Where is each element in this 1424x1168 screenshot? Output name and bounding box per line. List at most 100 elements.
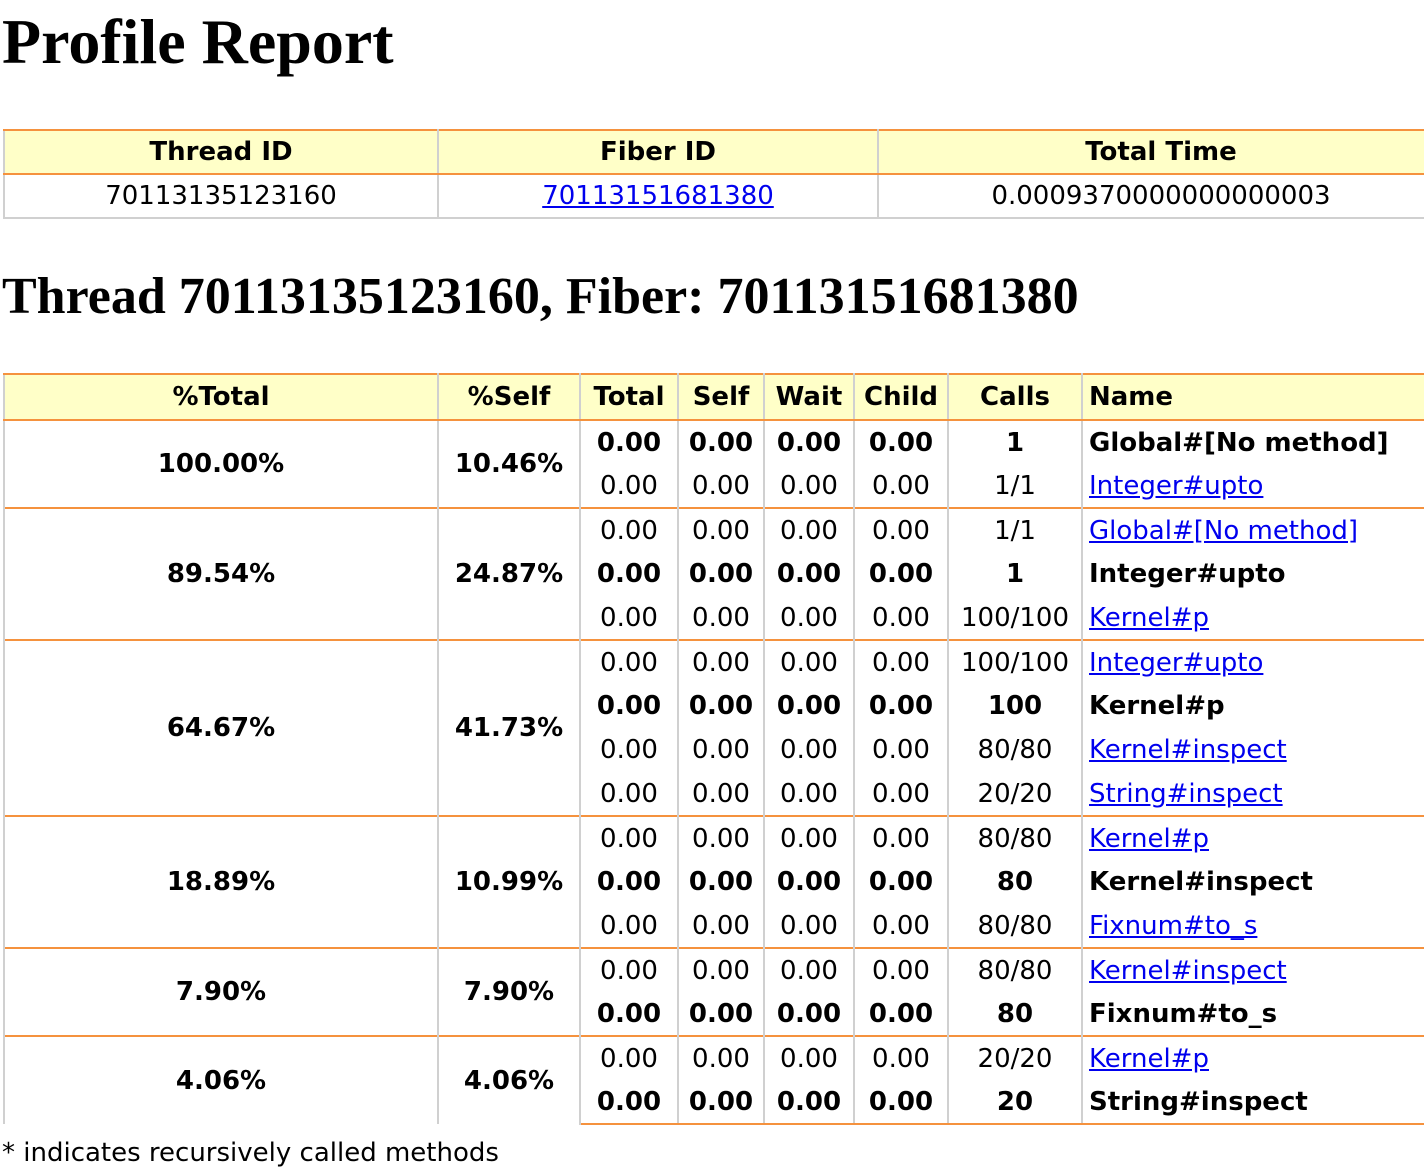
summary-row: 70113135123160 70113151681380 0.00093700… <box>3 174 1424 219</box>
calls-header: Calls <box>947 373 1083 421</box>
total-time-header: Total Time <box>877 129 1424 175</box>
method-link[interactable]: Integer#upto <box>1089 647 1264 678</box>
method-link[interactable]: Global#[No method] <box>1089 515 1359 546</box>
self-cell: 0.00 <box>677 815 765 860</box>
child-cell: 0.00 <box>853 904 949 948</box>
wait-cell: 0.00 <box>763 992 855 1036</box>
name-cell: Kernel#p <box>1081 684 1424 728</box>
total-cell: 0.00 <box>579 772 679 816</box>
pct-total-cell: 64.67% <box>3 639 439 816</box>
name-cell: Kernel#p <box>1081 815 1424 860</box>
name-cell: Fixnum#to_s <box>1081 904 1424 948</box>
pct-total-cell: 7.90% <box>3 947 439 1036</box>
name-cell: Integer#upto <box>1081 639 1424 684</box>
method-row: 0.00 0.00 0.00 0.00 80 Kernel#inspect <box>4 860 1424 904</box>
fiber-id-cell: 70113151681380 <box>437 174 879 219</box>
child-cell: 0.00 <box>853 860 949 904</box>
pct-total-header: %Total <box>3 373 439 421</box>
name-cell: Kernel#inspect <box>1081 728 1424 772</box>
method-link[interactable]: Kernel#p <box>1089 823 1209 854</box>
child-cell: 0.00 <box>853 947 949 992</box>
method-link[interactable]: Kernel#inspect <box>1089 955 1287 986</box>
total-header: Total <box>579 373 679 421</box>
calls-cell: 20/20 <box>947 1035 1083 1080</box>
self-cell: 0.00 <box>677 464 765 508</box>
method-link[interactable]: Integer#upto <box>1089 470 1264 501</box>
self-header: Self <box>677 373 765 421</box>
total-cell: 0.00 <box>579 464 679 508</box>
wait-cell: 0.00 <box>763 860 855 904</box>
calls-cell: 1 <box>947 419 1083 464</box>
total-cell: 0.00 <box>579 947 679 992</box>
pct-self-cell: 10.46% <box>437 419 581 508</box>
calls-cell: 80/80 <box>947 947 1083 992</box>
name-cell: String#inspect <box>1081 772 1424 816</box>
method-link[interactable]: Fixnum#to_s <box>1089 910 1258 941</box>
self-cell: 0.00 <box>677 728 765 772</box>
method-row: 100.00% 10.46% 0.00 0.00 0.00 0.00 1 Global#[No… <box>3 419 1424 508</box>
callee-row: 0.00 0.00 0.00 0.00 20/20 String#inspect <box>4 772 1424 816</box>
name-cell: Global#[No method] <box>1081 419 1424 464</box>
pct-total-cell: 100.00% <box>3 419 439 508</box>
profile-table: %Total %Self Total Self Wait Child Calls… <box>3 373 1424 1125</box>
self-cell: 0.00 <box>677 772 765 816</box>
child-cell: 0.00 <box>853 728 949 772</box>
method-link[interactable]: Kernel#p <box>1089 602 1209 633</box>
pct-self-cell: 7.90% <box>437 947 581 1036</box>
calls-cell: 100/100 <box>947 596 1083 640</box>
method-link[interactable]: Kernel#p <box>1089 1043 1209 1074</box>
name-cell: Kernel#inspect <box>1081 860 1424 904</box>
callee-row: 0.00 0.00 0.00 0.00 100/100 Kernel#p <box>4 596 1424 640</box>
calls-cell: 80 <box>947 992 1083 1036</box>
method-link[interactable]: Kernel#inspect <box>1089 735 1287 765</box>
total-cell: 0.00 <box>579 1035 679 1080</box>
pct-self-cell: 10.99% <box>437 815 581 948</box>
name-cell: Integer#upto <box>1081 464 1424 508</box>
method-link[interactable]: String#inspect <box>1089 778 1283 809</box>
total-cell: 0.00 <box>579 1080 679 1125</box>
wait-header: Wait <box>763 373 855 421</box>
self-cell: 0.00 <box>677 639 765 684</box>
profile-body: 100.00% 10.46% 0.00 0.00 0.00 0.00 1 Global#[No… <box>3 419 1424 1125</box>
pct-self-cell: 24.87% <box>437 507 581 640</box>
pct-self-header: %Self <box>437 373 581 421</box>
self-cell: 0.00 <box>677 507 765 552</box>
name-cell: Kernel#p <box>1081 1035 1424 1080</box>
self-cell: 0.00 <box>677 419 765 464</box>
page-title: Profile Report <box>2 6 394 77</box>
self-cell: 0.00 <box>677 992 765 1036</box>
method-row: 0.00 0.00 0.00 0.00 100 Kernel#p <box>4 684 1424 728</box>
wait-cell: 0.00 <box>763 947 855 992</box>
calls-cell: 100 <box>947 684 1083 728</box>
total-cell: 0.00 <box>579 904 679 948</box>
total-cell: 0.00 <box>579 992 679 1036</box>
fiber-id-header: Fiber ID <box>437 129 879 175</box>
method-row: 0.00 0.00 0.00 0.00 1 Integer#upto <box>4 552 1424 596</box>
self-cell: 0.00 <box>677 947 765 992</box>
wait-cell: 0.00 <box>763 1080 855 1125</box>
caller-row: 4.06% 4.06% 0.00 0.00 0.00 0.00 20/20 Kernel#p <box>3 1035 1424 1124</box>
name-cell: Kernel#inspect <box>1081 947 1424 992</box>
caller-row: 64.67% 41.73% 0.00 0.00 0.00 0.00 100/100 Integ… <box>3 639 1424 816</box>
calls-cell: 20/20 <box>947 772 1083 816</box>
calls-cell: 20 <box>947 1080 1083 1125</box>
total-cell: 0.00 <box>579 596 679 640</box>
calls-cell: 80/80 <box>947 728 1083 772</box>
child-cell: 0.00 <box>853 464 949 508</box>
calls-cell: 80 <box>947 860 1083 904</box>
thread-id-value: 70113135123160 <box>3 174 439 219</box>
wait-cell: 0.00 <box>763 684 855 728</box>
wait-cell: 0.00 <box>763 507 855 552</box>
name-header: Name <box>1081 373 1424 421</box>
calls-cell: 100/100 <box>947 639 1083 684</box>
caller-row: 18.89% 10.99% 0.00 0.00 0.00 0.00 80/80 Kernel#… <box>3 815 1424 948</box>
total-cell: 0.00 <box>579 684 679 728</box>
name-cell: Global#[No method] <box>1081 507 1424 552</box>
name-cell: String#inspect <box>1081 1080 1424 1125</box>
calls-cell: 1/1 <box>947 507 1083 552</box>
self-cell: 0.00 <box>677 904 765 948</box>
fiber-id-link[interactable]: 70113151681380 <box>542 181 774 211</box>
wait-cell: 0.00 <box>763 419 855 464</box>
total-cell: 0.00 <box>579 552 679 596</box>
child-cell: 0.00 <box>853 419 949 464</box>
